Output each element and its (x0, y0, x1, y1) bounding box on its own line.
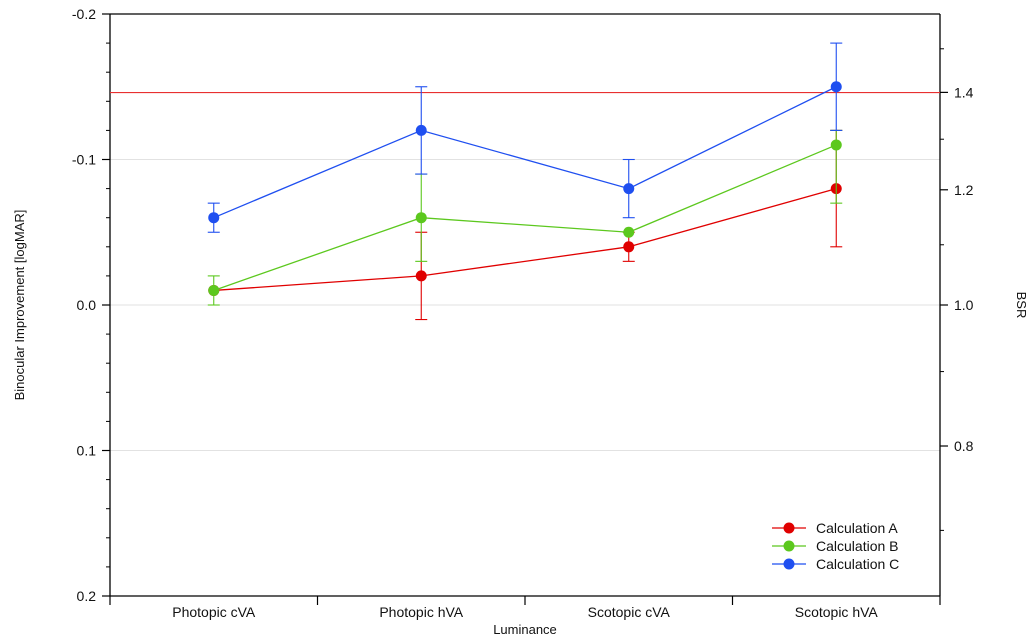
series-1 (207, 129, 843, 306)
series-layer (207, 42, 843, 321)
legend-label: Calculation B (816, 538, 899, 554)
y2-tick-label: 1.4 (954, 84, 974, 100)
x-tick-label: Photopic hVA (379, 604, 463, 620)
legend-marker (783, 540, 795, 552)
series-line (213, 144, 837, 292)
series-line (213, 86, 837, 219)
series-2 (207, 42, 843, 233)
data-point (623, 183, 635, 195)
legend-label: Calculation C (816, 556, 899, 572)
y2-tick-label: 0.8 (954, 438, 974, 454)
y-tick-label: 0.0 (77, 297, 97, 313)
x-axis-title: Luminance (493, 622, 557, 636)
data-point (208, 212, 220, 224)
y-tick-label: 0.2 (77, 588, 97, 604)
data-point (830, 81, 842, 93)
data-point (623, 241, 635, 253)
y-tick-label: -0.2 (72, 6, 96, 22)
data-point (623, 226, 635, 238)
x-tick-label: Scotopic hVA (795, 604, 879, 620)
y-tick-label: 0.1 (77, 443, 97, 459)
data-point (208, 284, 220, 296)
series-0 (208, 129, 843, 321)
x-tick-label: Photopic cVA (172, 604, 256, 620)
x-tick-label: Scotopic cVA (588, 604, 671, 620)
data-point (415, 270, 427, 282)
data-point (415, 124, 427, 136)
legend-marker (783, 558, 795, 570)
y-axis-title: Binocular Improvement [logMAR] (12, 210, 27, 401)
ticks-layer: -0.2 -0.1 0.0 0.1 0.2 1.4 1.2 1.0 0.8 Photopic cV… (72, 6, 974, 620)
y-tick-label: -0.1 (72, 152, 96, 168)
legend-label: Calculation A (816, 520, 898, 536)
y2-tick-label: 1.0 (954, 297, 974, 313)
y2-axis-title: BSR (1014, 292, 1029, 319)
grid-layer (110, 159, 940, 451)
series-line (213, 187, 837, 292)
data-point (830, 139, 842, 151)
legend: Calculation A Calculation B Calculation C (772, 520, 899, 572)
y2-tick-label: 1.2 (954, 182, 974, 198)
data-point (415, 212, 427, 224)
legend-marker (783, 522, 795, 534)
